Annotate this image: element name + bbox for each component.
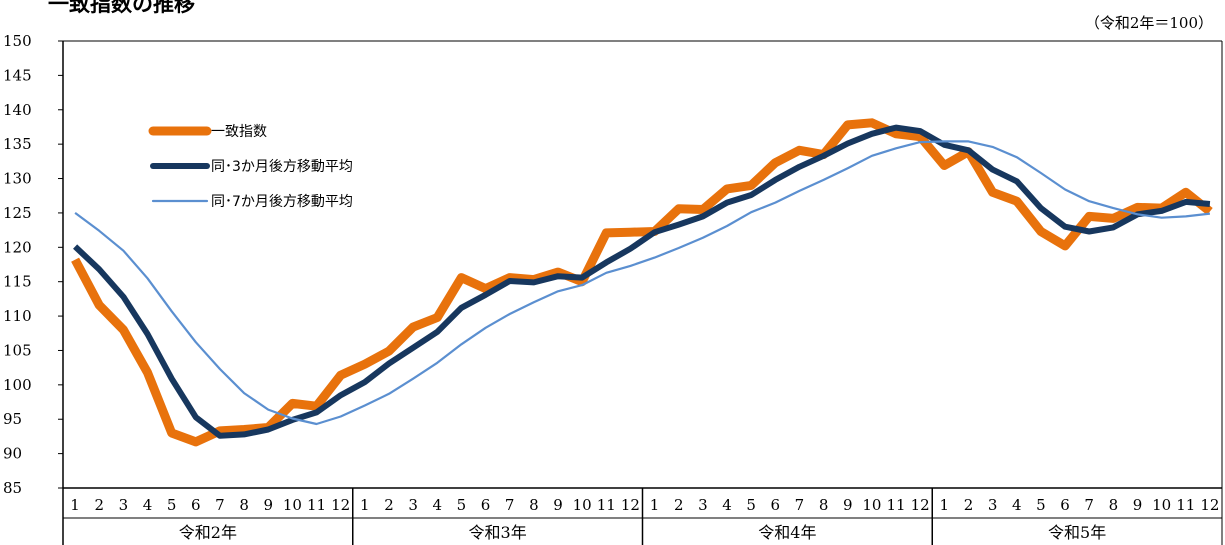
y-tick-label: 135 <box>3 135 32 153</box>
x-tick-label: 1 <box>360 496 370 514</box>
x-tick-label: 9 <box>1133 496 1143 514</box>
y-tick-label: 110 <box>3 307 32 325</box>
x-tick-label: 9 <box>843 496 853 514</box>
x-tick-label: 4 <box>722 496 732 514</box>
unit-note: （令和2年＝100） <box>1084 14 1213 32</box>
y-tick-label: 130 <box>3 170 32 188</box>
chart-title: 一致指数の推移 <box>48 0 195 16</box>
year-label: 令和2年 <box>179 523 237 542</box>
x-tick-label: 7 <box>505 496 515 514</box>
x-tick-label: 11 <box>597 496 616 514</box>
x-tick-label: 2 <box>384 496 394 514</box>
legend-label-3: 同･7か月後方移動平均 <box>211 194 353 210</box>
x-tick-label: 6 <box>191 496 201 514</box>
y-tick-label: 125 <box>3 204 32 222</box>
x-tick-label: 3 <box>988 496 998 514</box>
y-tick-label: 140 <box>3 101 32 119</box>
x-tick-label: 10 <box>573 496 592 514</box>
x-tick-label: 8 <box>239 496 249 514</box>
x-tick-label: 5 <box>167 496 177 514</box>
x-tick-label: 10 <box>283 496 302 514</box>
x-tick-label: 12 <box>621 496 640 514</box>
x-tick-label: 4 <box>432 496 442 514</box>
x-tick-label: 6 <box>771 496 781 514</box>
x-tick-label: 7 <box>215 496 225 514</box>
x-tick-label: 12 <box>911 496 930 514</box>
legend-label-1: 一致指数 <box>211 124 267 140</box>
y-tick-label: 90 <box>3 445 22 463</box>
x-tick-label: 4 <box>1012 496 1022 514</box>
series-lines <box>71 118 1213 447</box>
y-tick-label: 150 <box>3 32 32 50</box>
year-label: 令和5年 <box>1048 523 1106 542</box>
x-axis-ticks: 1 2 3 4 5 6 7 8 9 10 11 12 1 2 3 4 5 6 7 8 9 10 11 12 1 2 3 4 5 6 7 8 9 1… <box>63 488 1223 545</box>
x-tick-label: 8 <box>819 496 829 514</box>
x-tick-label: 10 <box>1152 496 1171 514</box>
series-line-2 <box>73 124 1211 439</box>
y-tick-label: 120 <box>3 238 32 256</box>
y-tick-label: 105 <box>3 341 32 359</box>
x-tick-label: 2 <box>94 496 104 514</box>
x-tick-label: 5 <box>457 496 467 514</box>
x-tick-label: 1 <box>70 496 80 514</box>
legend-label-2: 同･3か月後方移動平均 <box>211 159 353 175</box>
year-label: 令和4年 <box>758 523 816 542</box>
x-tick-label: 11 <box>307 496 326 514</box>
x-tick-label: 11 <box>886 496 905 514</box>
x-tick-label: 3 <box>119 496 129 514</box>
y-tick-label: 100 <box>3 376 32 394</box>
chart-axes <box>62 40 1223 545</box>
y-tick-label: 85 <box>3 479 22 497</box>
x-tick-label: 6 <box>1060 496 1070 514</box>
x-tick-label: 7 <box>1084 496 1094 514</box>
x-tick-label: 4 <box>143 496 153 514</box>
y-tick-label: 115 <box>3 273 32 291</box>
x-tick-label: 9 <box>553 496 563 514</box>
x-tick-label: 1 <box>650 496 660 514</box>
y-tick-label: 145 <box>3 66 32 84</box>
x-tick-label: 8 <box>1109 496 1119 514</box>
x-tick-label: 12 <box>1200 496 1219 514</box>
x-tick-label: 1 <box>940 496 950 514</box>
x-tick-label: 3 <box>408 496 418 514</box>
x-tick-label: 11 <box>1176 496 1195 514</box>
x-tick-label: 12 <box>331 496 350 514</box>
x-tick-label: 8 <box>529 496 539 514</box>
x-tick-label: 2 <box>674 496 684 514</box>
x-tick-label: 5 <box>746 496 756 514</box>
y-axis-ticks: 85 90 95 100 105 110 115 120 125 130 135 140 145 150 <box>3 32 63 497</box>
x-tick-label: 3 <box>698 496 708 514</box>
x-tick-label: 9 <box>263 496 273 514</box>
x-tick-label: 7 <box>795 496 805 514</box>
x-tick-label: 10 <box>862 496 881 514</box>
series-line-3 <box>74 140 1211 426</box>
y-tick-label: 95 <box>3 410 22 428</box>
year-label: 令和3年 <box>469 523 527 542</box>
x-tick-label: 2 <box>964 496 974 514</box>
x-tick-label: 6 <box>481 496 491 514</box>
x-tick-label: 5 <box>1036 496 1046 514</box>
